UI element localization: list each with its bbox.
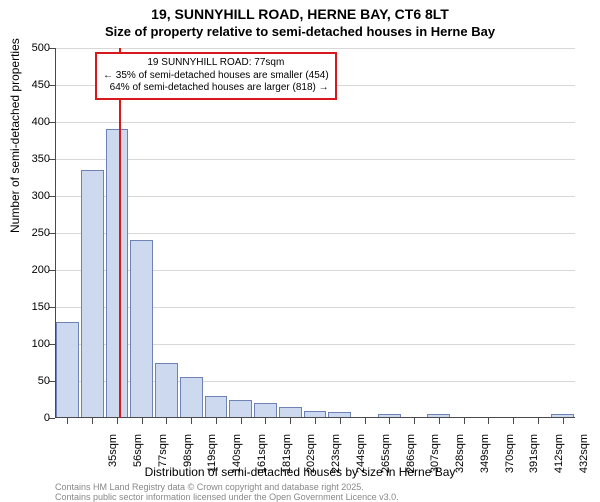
xtick	[563, 418, 564, 424]
xtick	[92, 418, 93, 424]
xtick	[191, 418, 192, 424]
ytick-label: 450	[8, 79, 50, 91]
chart-title-line1: 19, SUNNYHILL ROAD, HERNE BAY, CT6 8LT	[0, 6, 600, 22]
xtick	[117, 418, 118, 424]
xtick	[513, 418, 514, 424]
property-marker-line	[119, 48, 121, 418]
xtick	[265, 418, 266, 424]
plot-area: 19 SUNNYHILL ROAD: 77sqm← 35% of semi-de…	[55, 48, 575, 418]
footer-line1: Contains HM Land Registry data © Crown c…	[55, 482, 364, 492]
xtick	[290, 418, 291, 424]
xtick	[166, 418, 167, 424]
chart-container: 19, SUNNYHILL ROAD, HERNE BAY, CT6 8LT S…	[0, 0, 600, 500]
annotation-line: ← 35% of semi-detached houses are smalle…	[103, 70, 329, 83]
xtick	[216, 418, 217, 424]
xtick	[241, 418, 242, 424]
xtick	[315, 418, 316, 424]
xtick	[389, 418, 390, 424]
ytick-label: 100	[8, 338, 50, 350]
xtick	[488, 418, 489, 424]
ytick-label: 200	[8, 264, 50, 276]
xtick	[414, 418, 415, 424]
ytick-label: 250	[8, 227, 50, 239]
ytick-label: 150	[8, 301, 50, 313]
annotation-box: 19 SUNNYHILL ROAD: 77sqm← 35% of semi-de…	[95, 52, 337, 100]
ytick-label: 500	[8, 42, 50, 54]
annotation-line: 64% of semi-detached houses are larger (…	[103, 82, 329, 95]
xtick	[142, 418, 143, 424]
ytick-label: 400	[8, 116, 50, 128]
chart-title-line2: Size of property relative to semi-detach…	[0, 24, 600, 39]
xtick	[340, 418, 341, 424]
xtick	[538, 418, 539, 424]
axes	[55, 48, 575, 418]
footer-line2: Contains public sector information licen…	[55, 492, 399, 502]
ytick-label: 350	[8, 153, 50, 165]
x-axis-label: Distribution of semi-detached houses by …	[0, 465, 600, 479]
y-axis-label: Number of semi-detached properties	[8, 38, 22, 233]
xtick	[67, 418, 68, 424]
xtick	[439, 418, 440, 424]
ytick-label: 50	[8, 375, 50, 387]
xtick	[365, 418, 366, 424]
annotation-line: 19 SUNNYHILL ROAD: 77sqm	[103, 57, 329, 70]
ytick-label: 0	[8, 412, 50, 424]
ytick-label: 300	[8, 190, 50, 202]
xtick	[464, 418, 465, 424]
